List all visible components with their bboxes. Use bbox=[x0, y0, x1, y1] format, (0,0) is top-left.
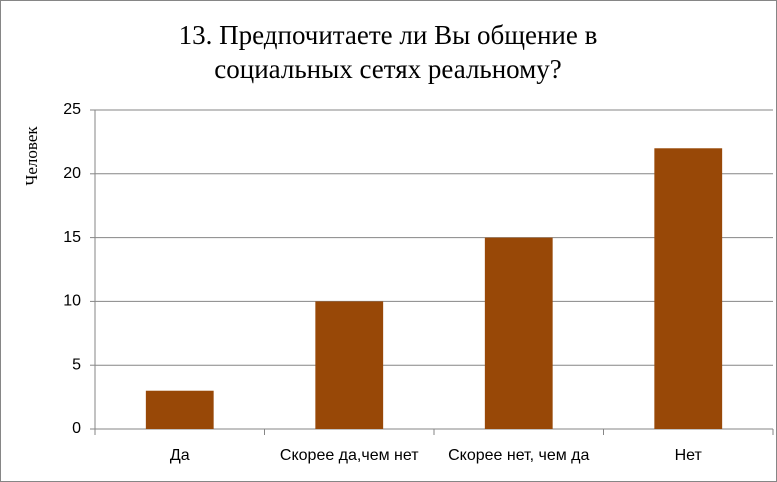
bar bbox=[315, 301, 384, 429]
y-tick-label: 10 bbox=[63, 293, 81, 310]
x-tick-label: Скорее да,чем нет bbox=[280, 447, 419, 464]
bar bbox=[484, 237, 553, 429]
bar bbox=[654, 148, 723, 429]
x-tick-label: Нет bbox=[675, 447, 703, 464]
y-tick-label: 25 bbox=[63, 101, 81, 118]
x-tick-label: Скорее нет, чем да bbox=[448, 447, 589, 464]
y-tick-label: 20 bbox=[63, 165, 81, 182]
y-axis-label: Человек bbox=[22, 126, 41, 186]
x-tick-label: Да bbox=[170, 447, 190, 464]
chart-title: 13. Предпочитаете ли Вы общение в социал… bbox=[178, 20, 598, 84]
y-tick-label: 5 bbox=[72, 356, 81, 373]
y-tick-label: 0 bbox=[72, 420, 81, 437]
y-tick-label: 15 bbox=[63, 229, 81, 246]
bar bbox=[145, 390, 214, 429]
